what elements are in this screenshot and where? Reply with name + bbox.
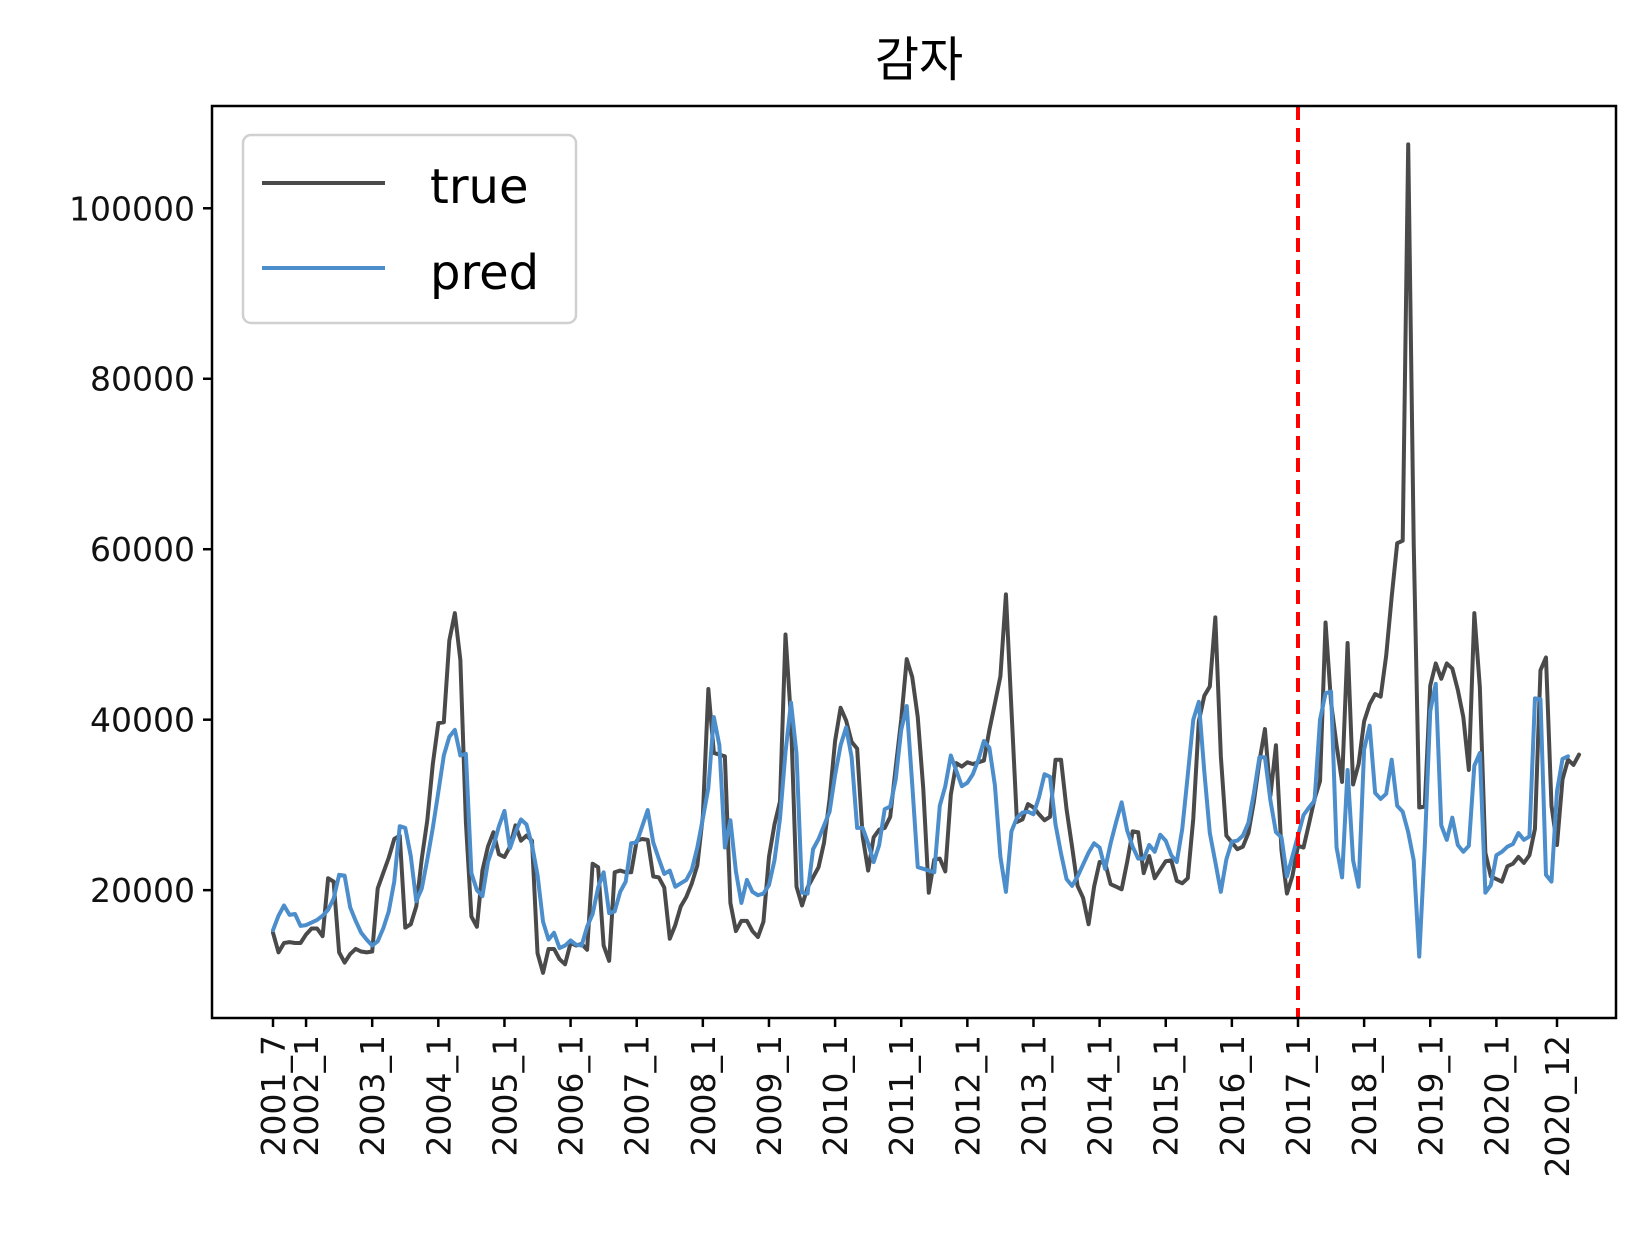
- x-tick-label: 2018_1: [1345, 1035, 1384, 1156]
- x-tick-label: 2016_1: [1213, 1035, 1252, 1156]
- y-axis: 20000 40000 60000 80000 100000: [69, 189, 212, 910]
- x-tick-label: 2012_1: [948, 1035, 987, 1156]
- x-tick-label: 2010_1: [816, 1035, 855, 1156]
- x-tick-label: 2015_1: [1147, 1035, 1186, 1156]
- x-tick-label: 2019_1: [1411, 1035, 1450, 1156]
- y-tick-label: 40000: [90, 701, 195, 740]
- x-tick-label: 2014_1: [1081, 1035, 1120, 1156]
- x-tick-label: 2003_1: [353, 1035, 392, 1156]
- x-tick-label: 2006_1: [552, 1035, 591, 1156]
- x-tick-label: 2009_1: [750, 1035, 789, 1156]
- x-tick-label: 2004_1: [419, 1035, 458, 1156]
- legend-label-true: true: [430, 159, 529, 215]
- x-tick-label: 2008_1: [684, 1035, 723, 1156]
- x-tick-label: 2011_1: [882, 1035, 921, 1156]
- y-tick-label: 20000: [90, 871, 195, 910]
- y-tick-label: 100000: [69, 189, 195, 228]
- x-tick-label: 2001_7: [254, 1035, 293, 1156]
- plot-area: [271, 106, 1582, 1018]
- x-tick-label: 2007_1: [618, 1035, 657, 1156]
- x-tick-label: 2013_1: [1014, 1035, 1053, 1156]
- x-tick-label: 2020_1: [1477, 1035, 1516, 1156]
- x-tick-label: 2002_1: [287, 1035, 326, 1156]
- chart-title: 감자: [875, 32, 963, 88]
- series-line-true: [271, 142, 1582, 975]
- y-tick-label: 80000: [90, 360, 195, 399]
- x-tick-label: 2020_12: [1538, 1035, 1577, 1177]
- x-tick-label: 2017_1: [1279, 1035, 1318, 1156]
- legend: true pred: [241, 133, 578, 325]
- x-tick-label: 2005_1: [485, 1035, 524, 1156]
- legend-label-pred: pred: [430, 245, 539, 301]
- plot-frame: [210, 104, 1618, 1020]
- series-line-pred: [271, 681, 1571, 959]
- y-tick-label: 60000: [90, 530, 195, 569]
